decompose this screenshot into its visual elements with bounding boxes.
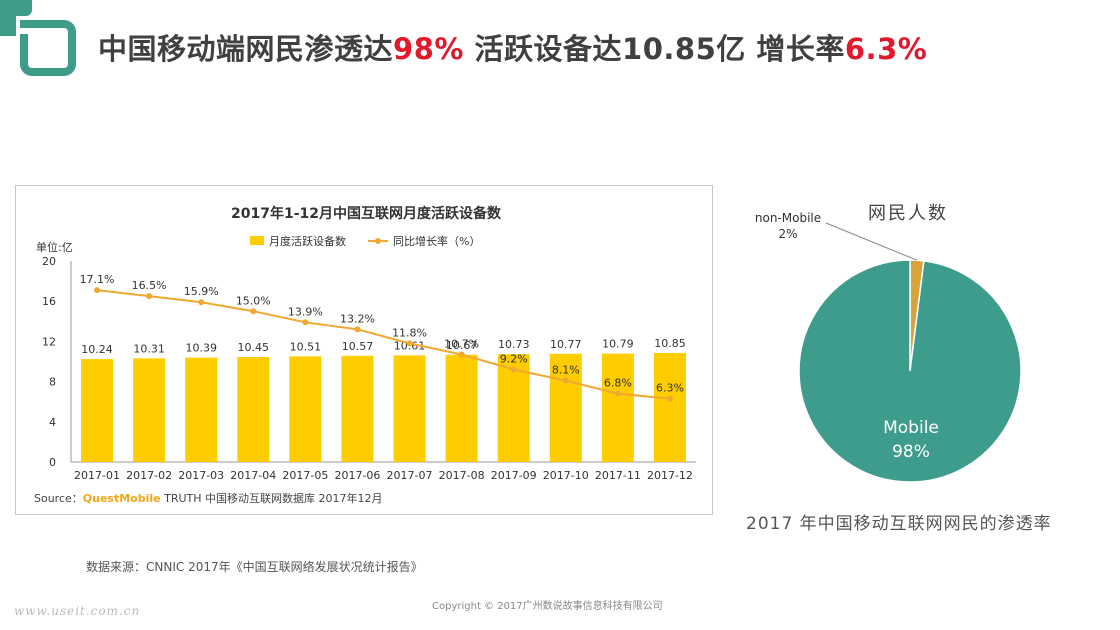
bar-value-label: 10.57 [342, 340, 374, 353]
growth-point-2017-11 [614, 390, 621, 397]
pie-label-nonmobile-value: 2% [778, 227, 797, 241]
questmobile-logo-text: QuestMobile [83, 492, 161, 505]
netizen-pie-chart: 网民人数 Mobile 98% non-Mobile 2% [740, 195, 1100, 495]
growth-value-label: 11.8% [392, 326, 427, 339]
bar-2017-07 [393, 355, 426, 462]
bar-2017-06 [341, 355, 374, 462]
bar-value-label: 10.67 [446, 339, 478, 352]
bar-2017-08 [445, 354, 478, 462]
site-watermark: www.useit.com.cn [14, 604, 141, 618]
y-axis-unit-label: 单位:亿 [36, 240, 73, 254]
growth-value-label: 13.9% [288, 305, 323, 318]
bar-2017-11 [601, 353, 634, 462]
x-tick-label: 2017-02 [126, 469, 172, 482]
bar-2017-02 [133, 358, 166, 462]
growth-point-2017-02 [146, 293, 153, 300]
legend-swatch-bars [250, 236, 264, 245]
netizen-pie-chart-svg: 网民人数 Mobile 98% non-Mobile 2% [755, 203, 1022, 483]
chart-source-suffix: TRUTH 中国移动互联网数据库 2017年12月 [161, 491, 383, 505]
pie-label-mobile-value: 98% [892, 442, 930, 462]
copyright-footer: Copyright © 2017广州数说故事信息科技有限公司 [432, 601, 663, 612]
x-tick-label: 2017-11 [595, 469, 641, 482]
x-tick-label: 2017-07 [387, 469, 433, 482]
y-tick-label: 4 [49, 416, 56, 429]
x-tick-label: 2017-12 [647, 469, 693, 482]
bar-value-label: 10.77 [550, 338, 582, 351]
monthly-devices-chart: 2017年1-12月中国互联网月度活跃设备数单位:亿 月度活跃设备数 同比增长率（%… [15, 185, 713, 515]
bar-value-label: 10.24 [81, 343, 113, 356]
legend-label-line: 同比增长率（%） [393, 234, 480, 248]
growth-point-2017-08 [458, 351, 465, 358]
y-tick-label: 12 [42, 335, 56, 348]
bar-2017-12 [653, 352, 686, 462]
chart-source-prefix: Source： [34, 492, 83, 505]
x-tick-label: 2017-04 [230, 469, 276, 482]
chart-source-note: Source：QuestMobile TRUTH 中国移动互联网数据库 2017… [34, 491, 383, 505]
bar-value-label: 10.85 [654, 337, 686, 350]
title-highlight-penetration: 98% [393, 32, 464, 66]
bar-value-label: 10.79 [602, 338, 634, 351]
page-title: 中国移动端网民渗透达98% 活跃设备达10.85亿 增长率6.3% [98, 26, 927, 68]
title-part-1: 中国移动端网民渗透达 [98, 32, 394, 66]
bar-value-label: 10.39 [185, 342, 217, 355]
x-tick-label: 2017-08 [439, 469, 485, 482]
bar-2017-01 [81, 359, 114, 462]
growth-value-label: 10.7% [444, 337, 479, 350]
growth-point-2017-09 [510, 366, 517, 373]
brand-corner-logo [0, 0, 76, 76]
pie-slice-mobile [798, 259, 1022, 483]
growth-point-2017-07 [406, 340, 413, 347]
growth-point-2017-10 [562, 377, 569, 384]
growth-point-2017-03 [198, 299, 205, 306]
bar-value-label: 10.45 [238, 341, 270, 354]
pie-title: 网民人数 [868, 203, 948, 224]
x-tick-label: 2017-10 [543, 469, 589, 482]
growth-value-label: 15.9% [184, 285, 219, 298]
title-part-2: 活跃设备达10.85亿 增长率 [463, 32, 845, 66]
growth-point-2017-04 [250, 308, 257, 315]
y-tick-label: 16 [42, 295, 56, 308]
data-source-note: 数据来源：CNNIC 2017年《中国互联网络发展状况统计报告》 [86, 560, 423, 574]
pie-caption: 2017 年中国移动互联网网民的渗透率 [746, 514, 1052, 534]
bar-value-label: 10.73 [498, 338, 530, 351]
growth-point-2017-06 [354, 326, 361, 333]
bar-2017-03 [185, 357, 218, 462]
pie-label-mobile-name: Mobile [883, 418, 939, 438]
growth-value-label: 17.1% [80, 273, 115, 286]
growth-value-label: 8.1% [552, 364, 580, 377]
y-tick-label: 0 [49, 456, 56, 469]
x-tick-label: 2017-09 [491, 469, 537, 482]
growth-value-label: 15.0% [236, 294, 271, 307]
x-tick-label: 2017-05 [282, 469, 328, 482]
growth-rate-line [96, 289, 671, 400]
growth-point-2017-12 [666, 395, 673, 402]
growth-point-2017-05 [302, 319, 309, 326]
x-tick-label: 2017-03 [178, 469, 224, 482]
growth-value-label: 13.2% [340, 312, 375, 325]
growth-point-2017-01 [94, 287, 101, 294]
title-highlight-growth: 6.3% [844, 32, 928, 66]
bar-value-label: 10.31 [133, 342, 165, 355]
growth-value-label: 6.3% [656, 382, 684, 395]
bar-2017-05 [289, 356, 322, 462]
bar-value-label: 10.51 [290, 340, 322, 353]
pie-leader-line [825, 222, 918, 261]
y-tick-label: 20 [42, 255, 56, 268]
y-tick-label: 8 [49, 376, 56, 389]
x-tick-label: 2017-01 [74, 469, 120, 482]
legend-label-bars: 月度活跃设备数 [269, 234, 346, 248]
legend-marker-line [375, 238, 381, 244]
growth-value-label: 16.5% [132, 279, 167, 292]
bar-2017-10 [549, 353, 582, 462]
x-tick-label: 2017-06 [334, 469, 380, 482]
chart-title: 2017年1-12月中国互联网月度活跃设备数 [231, 205, 502, 222]
pie-label-nonmobile-name: non-Mobile [755, 211, 821, 225]
growth-value-label: 9.2% [500, 353, 528, 366]
growth-value-label: 6.8% [604, 377, 632, 390]
bar-2017-04 [237, 356, 270, 462]
